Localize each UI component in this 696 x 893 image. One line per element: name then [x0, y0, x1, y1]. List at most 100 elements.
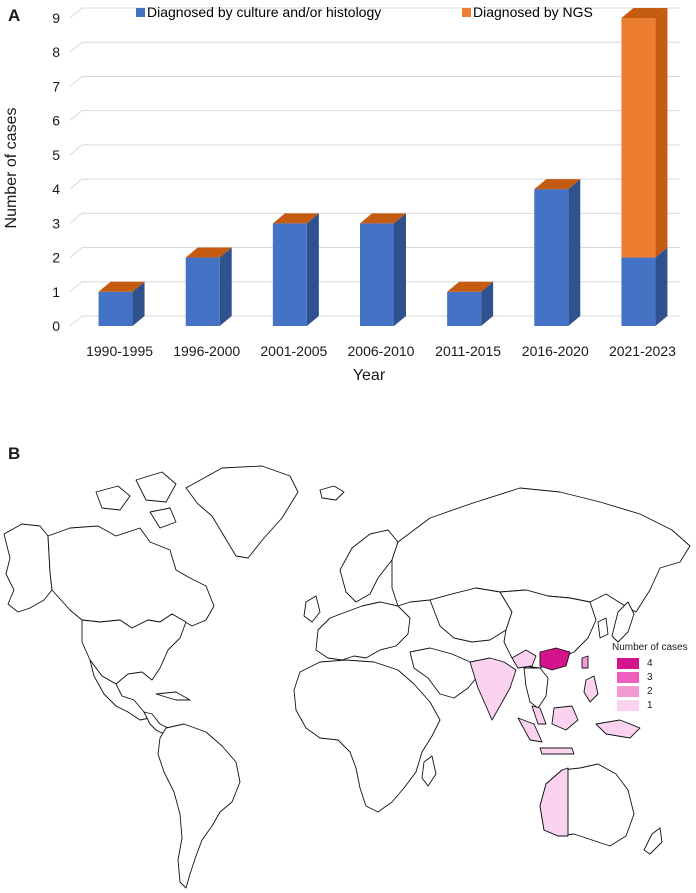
map-south-china	[539, 647, 571, 671]
map-greenland	[185, 465, 299, 559]
map-south-america	[157, 723, 241, 889]
bar-top-6	[621, 8, 668, 18]
legend-label-culture: Diagnosed by culture and/or histology	[147, 4, 381, 20]
map-legend: Number of cases 4 3 2 1	[612, 642, 688, 712]
map-malaysia	[531, 705, 547, 725]
bar-chart: 0 1 2 3 4 5 6 7 8 9 1990-1995 1996-2000 2001-2005 20…	[3, 4, 680, 384]
map-alaska	[3, 523, 53, 613]
map-arctic-islands-2	[135, 471, 177, 503]
map-madagascar	[421, 755, 437, 787]
bar-top-4	[447, 281, 494, 292]
gridline-3	[69, 212, 680, 224]
map-legend-title: Number of cases	[612, 642, 688, 653]
x-tick-labels: 1990-1995 1996-2000 2001-2005 2006-2010 2011…	[86, 343, 676, 359]
map-europe	[315, 601, 411, 661]
map-tibet	[511, 649, 537, 669]
map-iceland	[319, 485, 345, 501]
y-tick-2: 2	[52, 250, 60, 266]
bar-side-0-6	[655, 247, 668, 326]
gridlines	[69, 7, 680, 327]
x-tick-0: 1990-1995	[86, 343, 153, 359]
bars	[98, 8, 668, 326]
x-tick-2: 2001-2005	[260, 343, 327, 359]
map-new-guinea	[595, 719, 641, 739]
bar-0-1	[185, 257, 220, 326]
legend-swatch-culture	[136, 8, 145, 17]
y-tick-7: 7	[52, 78, 60, 94]
bar-1-6	[621, 18, 656, 258]
map-korea	[597, 617, 609, 639]
bar-side-0-1	[219, 247, 232, 326]
map-legend-swatch-2	[617, 685, 639, 697]
map-india	[469, 657, 517, 721]
map-taiwan	[581, 655, 589, 669]
bar-side-0-2	[306, 213, 319, 326]
x-tick-4: 2011-2015	[435, 343, 501, 359]
y-tick-0: 0	[52, 318, 60, 334]
bar-top-1	[185, 247, 232, 258]
bar-0-4	[447, 291, 482, 326]
map-java	[539, 747, 575, 755]
map-legend-row-4: 4	[617, 656, 688, 670]
x-tick-5: 2016-2020	[522, 343, 589, 359]
bar-top-5	[534, 179, 581, 190]
map-canada	[47, 525, 215, 629]
map-new-zealand	[643, 827, 663, 855]
y-tick-3: 3	[52, 215, 60, 231]
bar-side-1-6	[655, 8, 668, 258]
map-uk	[303, 595, 321, 623]
bar-side-0-0	[132, 281, 145, 326]
gridline-5	[69, 144, 680, 156]
legend-label-ngs: Diagnosed by NGS	[473, 4, 593, 20]
bar-0-6	[621, 257, 656, 326]
world-map	[3, 465, 691, 889]
map-japan	[611, 601, 635, 643]
map-cuba	[155, 691, 191, 701]
gridline-6	[69, 110, 680, 122]
map-philippines	[583, 675, 599, 703]
x-axis-title: Year	[353, 367, 386, 384]
map-legend-label-4: 4	[647, 657, 653, 669]
panel-label-a: A	[8, 6, 21, 25]
map-legend-label-3: 3	[647, 671, 653, 683]
map-legend-label-1: 1	[647, 699, 653, 711]
y-tick-8: 8	[52, 44, 60, 60]
bar-top-3	[360, 213, 406, 224]
map-legend-swatch-3	[617, 671, 639, 683]
bar-top-2	[272, 213, 319, 224]
gridline-2	[69, 247, 680, 258]
map-africa	[293, 659, 441, 813]
gridline-9	[69, 7, 680, 19]
map-scandinavia	[339, 529, 399, 603]
x-tick-3: 2006-2010	[348, 343, 415, 359]
map-middle-east	[409, 647, 479, 699]
map-legend-swatch-4	[617, 657, 639, 669]
y-tick-4: 4	[52, 181, 60, 197]
bar-side-0-5	[568, 179, 581, 326]
y-axis-title: Number of cases	[3, 108, 20, 229]
map-legend-row-1: 1	[617, 698, 688, 712]
x-tick-1: 1996-2000	[173, 343, 240, 359]
gridline-4	[69, 178, 680, 190]
y-tick-labels: 0 1 2 3 4 5 6 7 8 9	[52, 10, 60, 334]
map-russia	[391, 487, 691, 613]
map-legend-swatch-1	[617, 699, 639, 711]
map-indochina	[523, 667, 549, 709]
panel-label-b: B	[8, 444, 21, 463]
map-legend-row-3: 3	[617, 670, 688, 684]
bar-0-5	[534, 189, 569, 326]
legend-swatch-ngs	[462, 8, 471, 17]
y-tick-5: 5	[52, 147, 60, 163]
legend: Diagnosed by culture and/or histology Di…	[136, 4, 593, 20]
gridline-7	[69, 75, 680, 87]
map-legend-row-2: 2	[617, 684, 688, 698]
y-tick-1: 1	[52, 284, 60, 300]
y-tick-9: 9	[52, 10, 60, 26]
bar-0-0	[98, 291, 133, 326]
map-arctic-islands-1	[95, 485, 131, 511]
map-borneo	[551, 705, 579, 731]
map-legend-label-2: 2	[647, 685, 653, 697]
bar-side-0-4	[481, 281, 494, 326]
map-western-australia	[539, 767, 569, 837]
map-sumatra	[517, 717, 543, 743]
